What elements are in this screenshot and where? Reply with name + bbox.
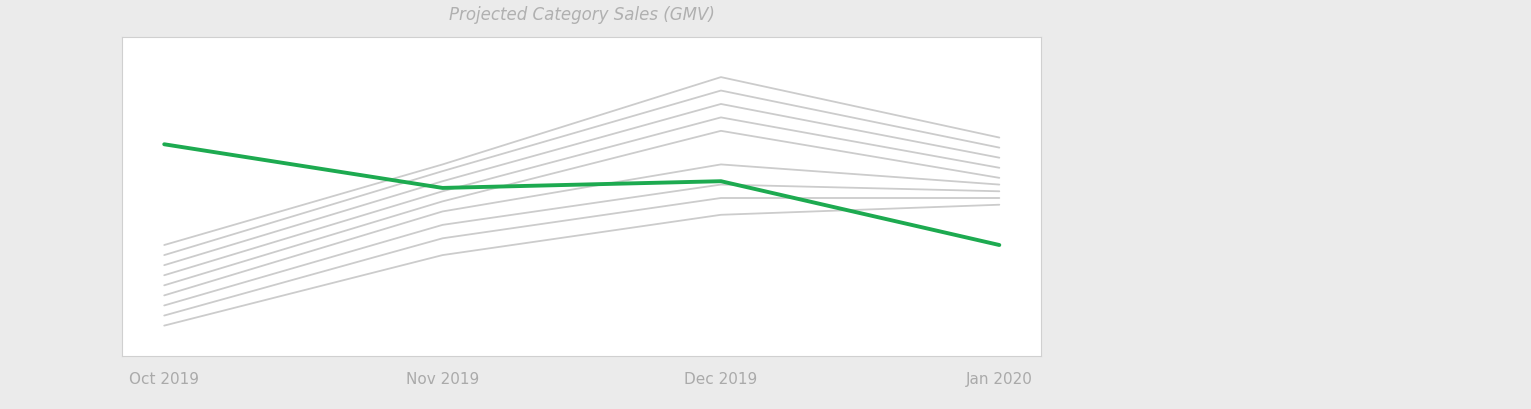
Title: Projected Category Sales (GMV): Projected Category Sales (GMV) [449,6,715,24]
